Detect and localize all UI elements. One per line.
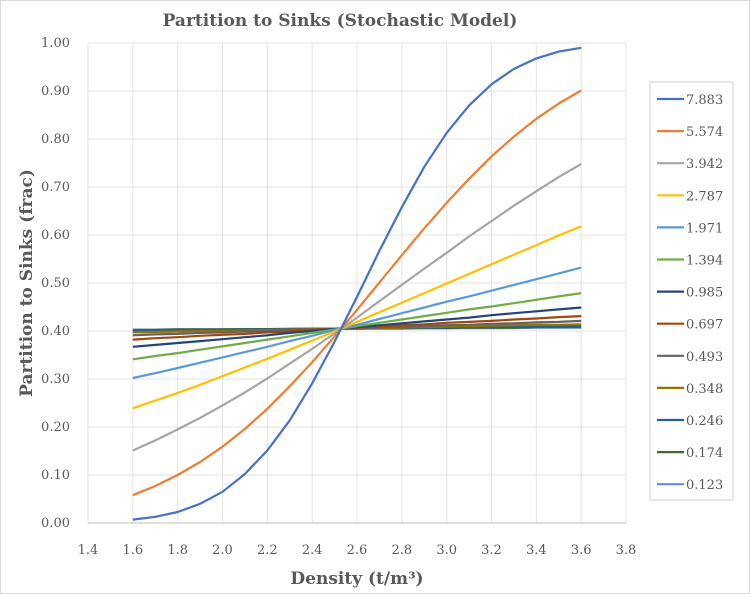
x-tick-label: 3.0: [436, 543, 457, 558]
x-tick-label: 3.6: [571, 543, 592, 558]
y-tick-label: 0.10: [41, 468, 70, 483]
x-tick-label: 3.8: [616, 543, 637, 558]
series-line-5.574: [132, 89, 582, 497]
legend-label: 3.942: [686, 157, 723, 172]
x-tick-label: 2.0: [212, 543, 233, 558]
legend-item: 0.493: [657, 350, 723, 365]
x-tick-label: 3.4: [526, 543, 547, 558]
legend-item: 1.394: [657, 254, 723, 269]
chart-title: Partition to Sinks (Stochastic Model): [163, 11, 518, 31]
legend-label: 0.348: [686, 382, 723, 397]
legend-item: 0.246: [657, 414, 723, 429]
y-tick-label: 0.40: [41, 324, 70, 339]
legend-label: 2.787: [686, 189, 723, 204]
y-tick-label: 0.90: [41, 84, 70, 99]
legend-item: 0.174: [657, 446, 723, 461]
legend-label: 0.985: [686, 286, 723, 301]
x-axis-label: Density (t/m³): [290, 569, 423, 589]
series-line-7.883: [132, 46, 582, 521]
y-tick-label: 0.70: [41, 180, 70, 195]
y-tick-label: 0.00: [41, 516, 70, 531]
y-tick-label: 1.00: [41, 36, 70, 51]
y-tick-label: 0.50: [41, 276, 70, 291]
y-tick-label: 0.60: [41, 228, 70, 243]
y-tick-label: 0.20: [41, 420, 70, 435]
legend-label: 0.174: [686, 446, 723, 461]
x-tick-label: 2.8: [391, 543, 412, 558]
legend-label: 0.493: [686, 350, 723, 365]
x-tick-label: 2.2: [257, 543, 278, 558]
legend-label: 1.971: [686, 221, 723, 236]
legend-item: 0.348: [657, 382, 723, 397]
x-tick-label: 3.2: [481, 543, 502, 558]
x-tick-label: 1.8: [167, 543, 188, 558]
legend-label: 7.883: [686, 93, 723, 108]
series-line-3.942: [132, 163, 582, 452]
x-tick-label: 2.6: [347, 543, 368, 558]
legend-label: 1.394: [686, 254, 723, 269]
legend-label: 0.123: [686, 478, 723, 493]
legend-item: 0.985: [657, 286, 723, 301]
legend: 7.883 5.574 3.942 2.787 1.971 1.394 0.985 0.697…: [649, 81, 734, 501]
x-tick-label: 2.4: [302, 543, 323, 558]
y-axis-label: Partition to Sinks (frac): [17, 169, 37, 397]
y-tick-label: 0.30: [41, 372, 70, 387]
legend-label: 0.246: [686, 414, 723, 429]
legend-label: 5.574: [686, 125, 723, 140]
gridlines: [87, 42, 627, 524]
legend-item: 0.697: [657, 318, 723, 333]
legend-label: 0.697: [686, 318, 723, 333]
legend-item: 7.883: [657, 93, 723, 108]
x-tick-label: 1.4: [78, 543, 99, 558]
legend-item: 1.971: [657, 221, 723, 236]
x-tick-labels: 1.4 1.6 1.8 2.0 2.2 2.4 2.6 2.8 3.0 3.2 3.4 3.6 3.8: [78, 543, 637, 558]
legend-item: 0.123: [657, 478, 723, 493]
series-line-2.787: [132, 225, 582, 410]
series-line-1.394: [132, 292, 582, 361]
x-tick-label: 1.6: [122, 543, 143, 558]
series-line-1.971: [132, 266, 582, 380]
y-tick-label: 0.80: [41, 132, 70, 147]
legend-item: 2.787: [657, 189, 723, 204]
legend-item: 5.574: [657, 125, 723, 140]
legend-item: 3.942: [657, 157, 723, 172]
series-lines: [132, 46, 582, 521]
y-tick-labels: 0.00 0.10 0.20 0.30 0.40 0.50 0.60 0.70 0.80 0.90…: [41, 36, 70, 531]
